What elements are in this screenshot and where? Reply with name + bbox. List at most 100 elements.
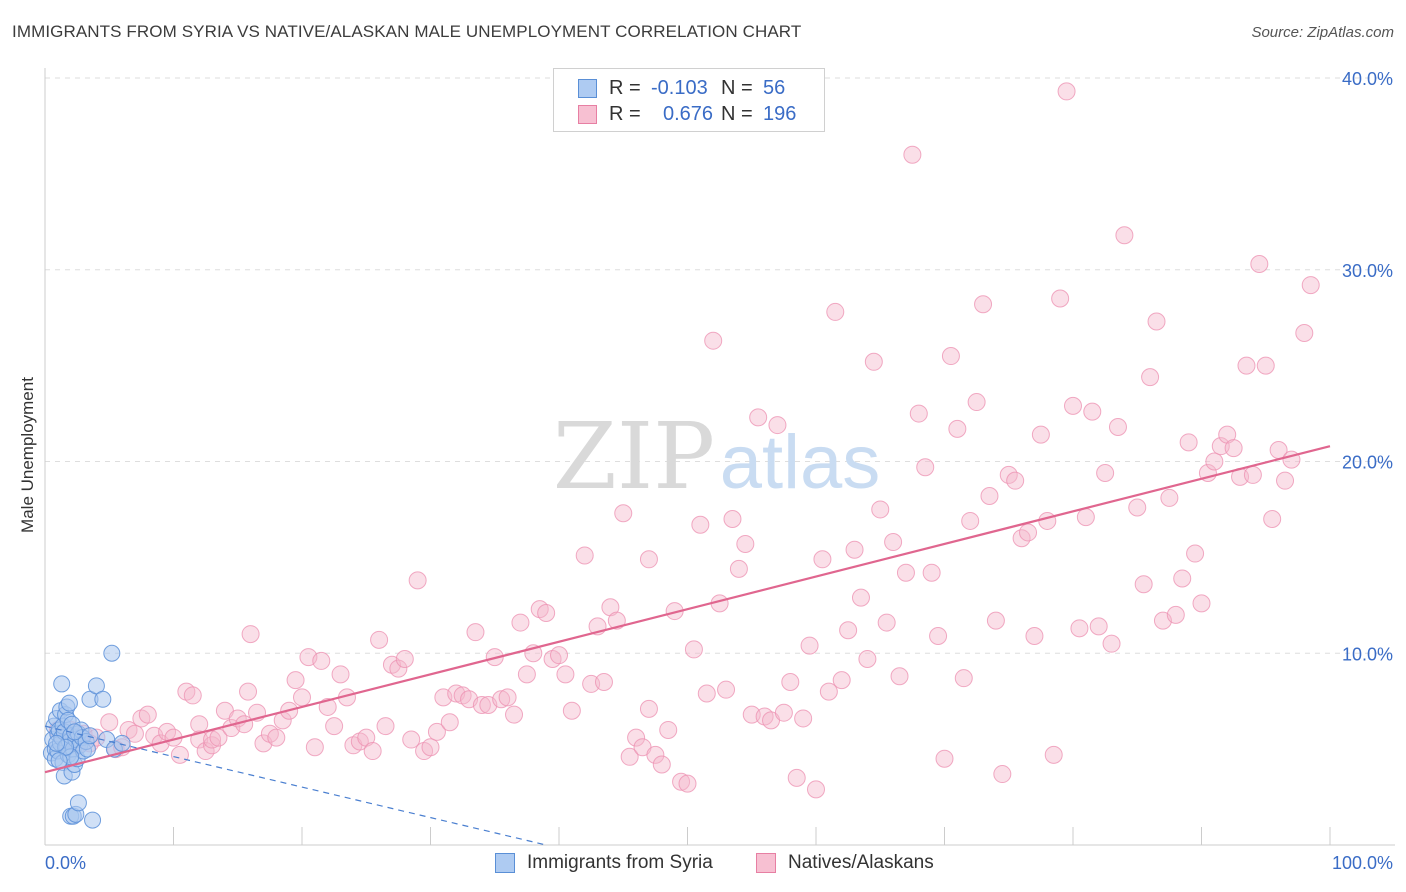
natives-alaskans-point [511, 613, 530, 632]
natives-alaskans-point [749, 408, 768, 427]
correlation-legend: R = -0.103 N = 56 R = 0.676 N = 196 [553, 68, 825, 132]
natives-alaskans-point [864, 352, 883, 371]
natives-alaskans-point [922, 563, 941, 582]
natives-alaskans-point [1295, 324, 1314, 343]
watermark: ZIP atlas [553, 403, 880, 510]
natives-alaskans-point [550, 646, 568, 665]
natives-alaskans-point [517, 665, 536, 684]
natives-alaskans-point [916, 458, 935, 477]
natives-alaskans-point [1263, 510, 1282, 529]
natives-alaskans-point [652, 755, 671, 774]
natives-alaskans-point [1019, 523, 1038, 542]
natives-alaskans-point [1076, 508, 1095, 527]
y-tick-label: 30.0% [1342, 261, 1393, 281]
natives-alaskans-point [800, 636, 819, 655]
natives-alaskans-point [1250, 254, 1269, 273]
natives-alaskans-point [100, 713, 119, 732]
natives-alaskans-point [1224, 439, 1243, 458]
natives-alaskans-point [1276, 471, 1295, 490]
natives-alaskans-point [639, 699, 658, 718]
natives-alaskans-point [877, 613, 896, 632]
legend-r-label: R = [609, 102, 641, 125]
natives-alaskans-point [646, 745, 665, 764]
natives-alaskans-point [807, 780, 825, 799]
syria-trend-line [44, 725, 547, 846]
natives-alaskans-point [1108, 417, 1127, 436]
natives-alaskans-point [1038, 511, 1057, 530]
bottom-legend-natives: Natives/Alaskans [756, 852, 934, 874]
natives-alaskans-point [954, 669, 973, 688]
natives-alaskans-point [331, 665, 350, 684]
natives-alaskans-point [505, 705, 524, 724]
natives-alaskans-point [980, 487, 999, 506]
natives-alaskans-point [1147, 312, 1166, 331]
natives-alaskans-point [832, 671, 851, 690]
natives-alaskans-point [1243, 465, 1262, 484]
natives-alaskans-point [1051, 289, 1070, 308]
natives-alaskans-point [170, 745, 189, 764]
natives-alaskans-point [884, 533, 903, 552]
natives-alaskans-point [1186, 544, 1205, 563]
natives-alaskans-point [890, 667, 909, 686]
natives-alaskans-point [395, 650, 414, 669]
natives-alaskans-point [190, 715, 209, 734]
natives-alaskans-point [1057, 82, 1076, 101]
natives-alaskans-point [239, 682, 258, 701]
natives-alaskans-point [408, 571, 427, 590]
bottom-legend-syria: Immigrants from Syria [495, 852, 713, 874]
natives-alaskans-point [125, 724, 144, 743]
legend-swatch-natives [578, 104, 597, 124]
natives-alaskans-point [498, 688, 517, 707]
natives-alaskans-point [768, 416, 787, 435]
y-tick-label: 20.0% [1342, 453, 1393, 473]
watermark-atlas: atlas [720, 420, 881, 505]
natives-alaskans-point [819, 682, 838, 701]
natives-alaskans-point [267, 728, 286, 747]
natives-alaskans-point [241, 625, 260, 644]
natives-alaskans-point [1006, 471, 1025, 490]
trend-lines [44, 445, 1331, 846]
natives-alaskans-point [620, 747, 639, 766]
y-tick-label: 40.0% [1342, 69, 1393, 89]
syria-point [94, 690, 112, 708]
natives-alaskans-point [492, 690, 511, 709]
natives-alaskans-point [986, 611, 1005, 630]
legend-swatch-syria [578, 78, 597, 98]
natives-alaskans-point [961, 511, 980, 530]
bottom-legend-swatch-syria [495, 853, 515, 873]
natives-alaskans-point [440, 713, 459, 732]
syria-point [69, 794, 87, 812]
syria-point [53, 675, 71, 693]
natives-alaskans-point [1064, 396, 1082, 415]
legend-r-label: R = [609, 76, 641, 99]
natives-alaskans-point [678, 774, 697, 793]
legend-n-label: N = [721, 76, 753, 99]
natives-alaskans-point [203, 730, 222, 749]
syria-point [48, 734, 66, 752]
natives-alaskans-point [389, 659, 408, 678]
natives-alaskans-point [1166, 605, 1185, 624]
syria-point [81, 727, 99, 745]
legend-n-label: N = [721, 102, 753, 125]
natives-alaskans-point [1256, 356, 1275, 375]
legend-r-value-syria: -0.103 [651, 76, 708, 99]
bottom-legend-label-syria: Immigrants from Syria [527, 852, 713, 873]
legend-n-value-natives: 196 [763, 102, 797, 125]
legend-row-syria: R = -0.103 N = 56 [578, 75, 785, 101]
natives-alaskans-point [427, 722, 446, 741]
legend-row-natives: R = 0.676 N = 196 [578, 101, 796, 127]
natives-alaskans-point [896, 563, 915, 582]
natives-alaskans-point [781, 673, 800, 692]
natives-alaskans-point [717, 680, 736, 699]
natives-alaskans-point [909, 404, 928, 423]
natives-alaskans-point [1102, 634, 1121, 653]
natives-alaskans-point [1141, 368, 1160, 387]
natives-alaskans-point [736, 534, 755, 553]
natives-alaskans-point [312, 651, 331, 670]
natives-alaskans-point [858, 650, 877, 669]
natives-alaskans-point [370, 630, 389, 649]
natives-alaskans-point [684, 640, 703, 659]
natives-alaskans-point [903, 145, 922, 164]
natives-alaskans-point [1173, 569, 1192, 588]
natives-alaskans-point [1205, 452, 1224, 471]
